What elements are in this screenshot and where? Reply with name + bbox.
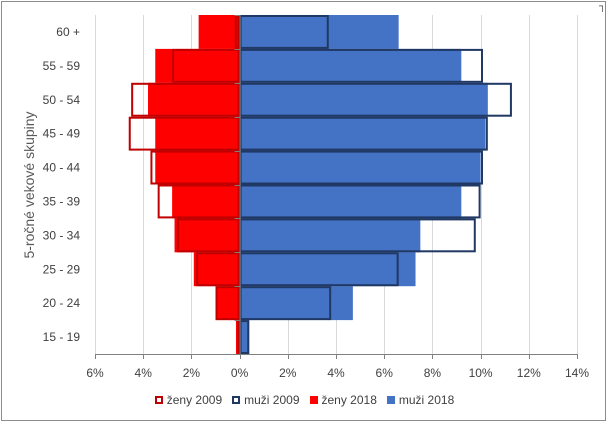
x-tick-label-1: 4%: [135, 366, 153, 380]
bar-s0-8: [172, 48, 240, 83]
legend-item-3: muži 2018: [386, 393, 455, 407]
legend-item-0: ženy 2009: [154, 393, 223, 407]
y-tick-labels: 15 - 19 20 - 24 25 - 29 30 - 34 35 - 39 40 - …: [43, 25, 81, 344]
y-tick-label-7: 50 - 54: [43, 93, 81, 107]
bar-s2-1: [215, 286, 240, 321]
legend-label-3: muži 2018: [398, 393, 455, 407]
bar-s0-6: [128, 116, 240, 151]
population-pyramid-chart: 6% 4% 2% 0% 2% 4% 6% 8% 10% 12% 14% 15 - 19 20 - 24…: [21, 15, 589, 380]
x-tick-label-7: 8%: [424, 366, 442, 380]
legend-swatch-0: [154, 396, 163, 404]
bar-s2-4: [172, 184, 240, 219]
legend-swatch-1: [232, 396, 241, 404]
bar-s0-4: [157, 184, 240, 219]
y-tick-label-1: 20 - 24: [43, 296, 81, 310]
bar-s3-4: [239, 184, 462, 219]
legend-swatch-3: [386, 396, 395, 404]
x-tick-label-4: 2%: [279, 366, 297, 380]
bar-s2-3: [174, 218, 240, 253]
bar-s3-5: [239, 150, 481, 185]
legend-label-1: muži 2009: [244, 393, 300, 407]
y-tick-label-6: 45 - 49: [43, 127, 81, 141]
bar-s3-9: [239, 15, 399, 49]
x-tick-label-2: 2%: [183, 366, 201, 380]
bar-s0-7: [131, 82, 240, 117]
y-axis-title: 5-ročné vekové skupiny: [21, 111, 37, 258]
x-tick-labels: 6% 4% 2% 0% 2% 4% 6% 8% 10% 12% 14%: [86, 366, 589, 380]
y-tick-label-4: 35 - 39: [43, 194, 81, 208]
x-tick-label-0: 6%: [86, 366, 104, 380]
y-tick-label-9: 60 +: [56, 25, 80, 39]
bar-s3-2: [239, 252, 416, 287]
bar-s2-7: [148, 82, 240, 117]
bar-s0-2: [196, 252, 240, 287]
legend-swatch-2: [309, 396, 318, 404]
y-tick-label-5: 40 - 44: [43, 161, 81, 175]
bar-s2-5: [155, 150, 240, 185]
bar-s0-3: [176, 218, 240, 253]
y-tick-label-2: 25 - 29: [43, 262, 81, 276]
legend: ženy 2009 muži 2009 ženy 2018 muži 2018: [0, 390, 609, 410]
y-tick-label-3: 30 - 34: [43, 228, 81, 242]
bar-s0-1: [215, 286, 240, 321]
bars: [128, 15, 512, 355]
axes: [95, 15, 578, 359]
bar-s2-8: [155, 48, 240, 83]
legend-item-1: muži 2009: [232, 393, 300, 407]
x-tick-label-5: 4%: [327, 366, 345, 380]
corner-marker: ┐: [599, 1, 607, 12]
bar-s3-1: [239, 286, 353, 321]
x-tick-label-10: 14%: [565, 366, 589, 380]
legend-label-0: ženy 2009: [166, 393, 223, 407]
y-tick-label-8: 55 - 59: [43, 59, 81, 73]
bar-s3-6: [239, 116, 486, 151]
bar-s2-2: [193, 252, 240, 287]
x-tick-label-3: 0%: [231, 366, 249, 380]
x-tick-label-6: 6%: [376, 366, 394, 380]
legend-item-2: ženy 2018: [309, 393, 377, 407]
bar-s3-3: [239, 218, 421, 253]
bar-s2-9: [198, 15, 240, 49]
bar-s3-8: [239, 48, 462, 83]
bar-s2-6: [155, 116, 240, 151]
bar-s3-0: [239, 320, 250, 354]
legend-label-2: ženy 2018: [321, 393, 377, 407]
x-tick-label-9: 12%: [517, 366, 541, 380]
bar-s0-5: [150, 150, 240, 185]
bar-s3-7: [239, 82, 488, 117]
x-tick-label-8: 10%: [469, 366, 493, 380]
y-tick-label-0: 15 - 19: [43, 330, 81, 344]
